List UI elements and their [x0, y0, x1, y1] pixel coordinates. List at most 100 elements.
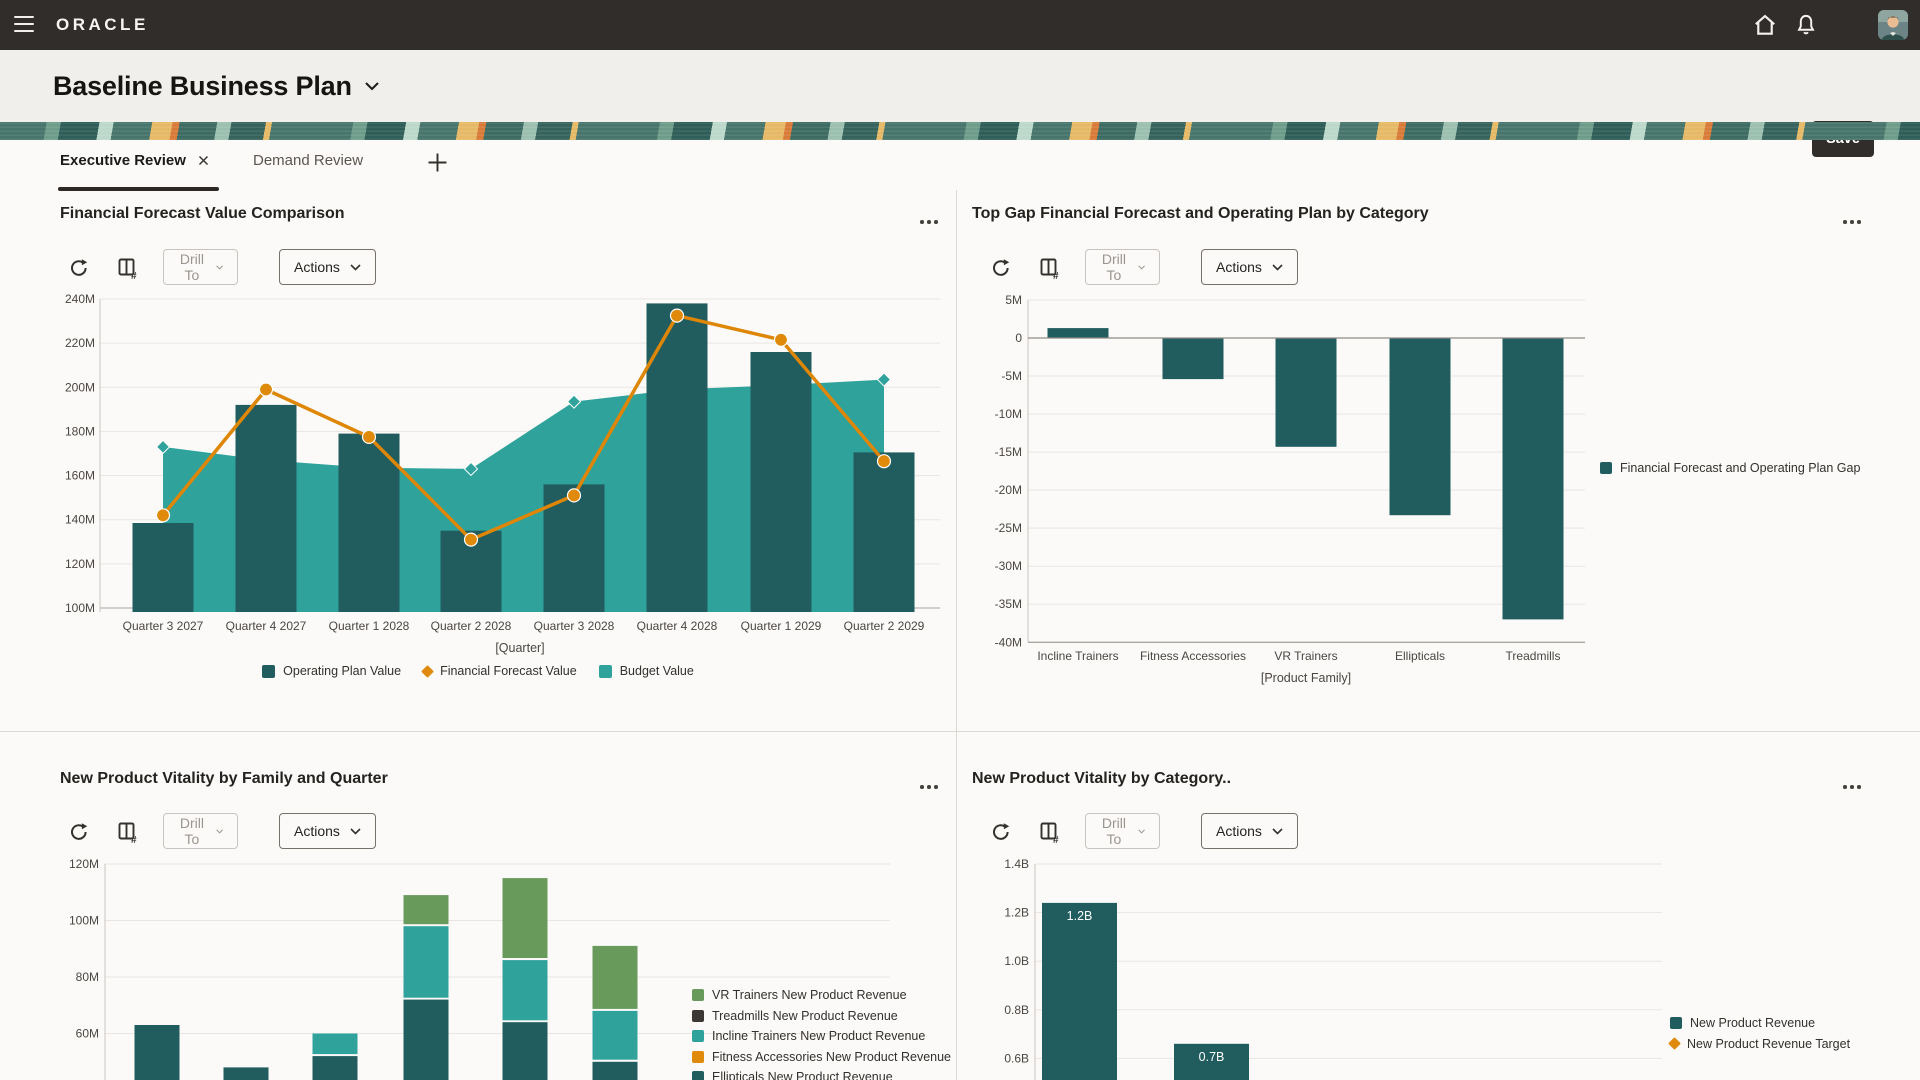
plan-title-dropdown[interactable]: Baseline Business Plan	[53, 50, 380, 122]
vitality-stacked-bar-chart[interactable]: 120M 100M 80M 60M	[55, 852, 955, 1080]
refresh-icon[interactable]	[990, 821, 1012, 843]
menu-icon[interactable]	[14, 16, 36, 33]
gap-bar[interactable]	[1275, 338, 1337, 447]
ellipticals-segment[interactable]	[312, 1056, 358, 1080]
gap-bar[interactable]	[1047, 328, 1109, 338]
y-tick-label: -20M	[995, 483, 1022, 497]
legend-item[interactable]: Fitness Accessories New Product Revenue	[692, 1050, 951, 1064]
panel-divider-horizontal	[0, 731, 1920, 732]
gap-bar[interactable]	[1502, 338, 1564, 620]
panel-divider-vertical	[956, 190, 957, 1080]
financial-forecast-marker[interactable]	[361, 429, 377, 444]
top-gap-bar-chart[interactable]: 5M 0 -5M -10M -15M -20M -25M -30M -35M -40M Inclin…	[985, 288, 1915, 700]
ellipticals-segment[interactable]	[134, 1025, 180, 1080]
incline-trainers-segment[interactable]	[502, 960, 548, 1021]
operating-plan-bar[interactable]	[750, 352, 812, 612]
chart1-overflow-menu[interactable]	[914, 214, 944, 230]
refresh-icon[interactable]	[68, 821, 90, 843]
refresh-icon[interactable]	[68, 257, 90, 279]
x-tick-label: Quarter 1 2028	[329, 619, 410, 633]
incline-trainers-segment[interactable]	[592, 1010, 638, 1060]
x-tick-label: VR Trainers	[1274, 649, 1337, 663]
revenue-bar[interactable]	[1174, 1043, 1249, 1080]
financial-forecast-marker[interactable]	[463, 532, 479, 547]
chart4-overflow-menu[interactable]	[1837, 779, 1867, 795]
legend-item[interactable]: Incline Trainers New Product Revenue	[692, 1029, 925, 1043]
y-tick-label: 100M	[65, 601, 95, 615]
user-avatar[interactable]	[1878, 10, 1908, 40]
vr-trainers-segment[interactable]	[502, 878, 548, 958]
operating-plan-bar[interactable]	[235, 404, 297, 612]
y-tick-label: 100M	[69, 914, 99, 928]
chart3-legend: VR Trainers New Product Revenue Treadmill…	[692, 988, 951, 1080]
operating-plan-bar[interactable]	[338, 433, 400, 612]
incline-trainers-segment[interactable]	[312, 1033, 358, 1055]
operating-plan-bar[interactable]	[132, 523, 194, 612]
x-axis-title: [Product Family]	[1261, 671, 1351, 685]
budget-value-marker[interactable]	[155, 439, 171, 455]
financial-forecast-line[interactable]	[161, 313, 886, 542]
vitality-category-bar-chart[interactable]: 1.4B 1.2B 1.0B 0.8B 0.6B 1.2B 0.7B	[985, 852, 1915, 1080]
chart4-legend: New Product Revenue New Product Revenue T…	[1668, 1016, 1850, 1057]
notifications-bell-icon[interactable]	[1793, 12, 1819, 38]
budget-value-marker[interactable]	[463, 461, 479, 477]
y-tick-label: 1.0B	[1004, 954, 1029, 968]
revenue-bar[interactable]	[1042, 902, 1117, 1080]
view-data-table-icon[interactable]: #	[1038, 256, 1062, 280]
legend-item[interactable]: Financial Forecast Value	[421, 664, 577, 678]
legend-item[interactable]: Ellipticals New Product Revenue	[692, 1070, 893, 1080]
ellipticals-segment[interactable]	[502, 1022, 548, 1080]
legend-item[interactable]: Financial Forecast and Operating Plan Ga…	[1600, 461, 1860, 475]
financial-forecast-marker[interactable]	[773, 332, 789, 347]
vr-trainers-segment[interactable]	[592, 945, 638, 1009]
ellipticals-segment[interactable]	[223, 1067, 269, 1080]
drill-to-button[interactable]: Drill To	[163, 813, 239, 849]
chart2-overflow-menu[interactable]	[1837, 214, 1867, 230]
legend-item[interactable]: Operating Plan Value	[262, 664, 401, 678]
chart3-overflow-menu[interactable]	[914, 779, 944, 795]
legend-item[interactable]: VR Trainers New Product Revenue	[692, 988, 907, 1002]
actions-button[interactable]: Actions	[279, 249, 376, 285]
y-tick-label: 5M	[1005, 293, 1022, 307]
legend-item[interactable]: Treadmills New Product Revenue	[692, 1009, 898, 1023]
gap-bar[interactable]	[1162, 338, 1224, 380]
home-icon[interactable]	[1752, 12, 1778, 38]
financial-forecast-combo-chart[interactable]: 240M 220M 200M 180M 160M 140M 120M 100M Quarter …	[55, 288, 955, 660]
refresh-icon[interactable]	[990, 257, 1012, 279]
svg-text:#: #	[1053, 835, 1059, 844]
legend-item[interactable]: New Product Revenue Target	[1668, 1037, 1850, 1051]
y-tick-label: -25M	[995, 521, 1022, 535]
operating-plan-bar[interactable]	[646, 303, 708, 612]
legend-item[interactable]: New Product Revenue	[1670, 1016, 1815, 1030]
ellipticals-segment[interactable]	[403, 999, 449, 1080]
actions-button[interactable]: Actions	[1201, 249, 1298, 285]
top-bar: ORACLE	[0, 0, 1920, 50]
square-swatch	[1670, 1017, 1682, 1029]
tab-demand-review[interactable]: Demand Review	[253, 152, 363, 169]
actions-button[interactable]: Actions	[1201, 813, 1298, 849]
operating-plan-bar[interactable]	[853, 452, 915, 612]
financial-forecast-marker[interactable]	[566, 488, 582, 503]
tab-executive-review[interactable]: Executive Review	[60, 152, 209, 169]
budget-value-marker[interactable]	[876, 372, 892, 387]
close-tab-icon[interactable]	[198, 155, 209, 166]
vr-trainers-segment[interactable]	[403, 895, 449, 925]
incline-trainers-segment[interactable]	[403, 926, 449, 998]
drill-to-button[interactable]: Drill To	[163, 249, 239, 285]
legend-item[interactable]: Budget Value	[598, 664, 694, 678]
add-tab-icon[interactable]	[427, 152, 448, 173]
financial-forecast-marker[interactable]	[669, 308, 685, 323]
drill-to-button[interactable]: Drill To	[1085, 249, 1161, 285]
financial-forecast-marker[interactable]	[155, 508, 171, 523]
page-header: Baseline Business Plan Save	[0, 50, 1920, 157]
view-data-table-icon[interactable]: #	[116, 820, 140, 844]
view-data-table-icon[interactable]: #	[1038, 820, 1062, 844]
budget-value-marker[interactable]	[566, 394, 582, 409]
gap-bar[interactable]	[1389, 338, 1451, 516]
drill-to-button[interactable]: Drill To	[1085, 813, 1161, 849]
financial-forecast-marker[interactable]	[876, 454, 892, 469]
ellipticals-segment[interactable]	[592, 1061, 638, 1080]
financial-forecast-marker[interactable]	[258, 382, 274, 397]
view-data-table-icon[interactable]: #	[116, 256, 140, 280]
actions-button[interactable]: Actions	[279, 813, 376, 849]
